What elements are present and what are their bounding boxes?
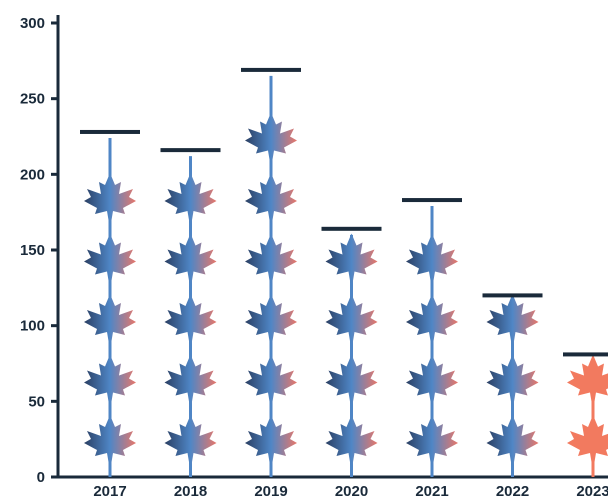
maple-leaf-icon [84,233,136,284]
bar-cap [241,67,301,72]
maple-leaf-icon [245,233,297,284]
y-tick-label: 150 [20,242,45,259]
maple-leaf-icon [164,354,217,405]
x-tick-label: 2017 [93,483,126,497]
bar-cap [563,352,608,357]
maple-leaf-icon [245,415,297,465]
bar-cap [482,293,543,298]
bar-cap [160,148,221,153]
maple-leaf-icon [84,294,136,344]
maple-leaf-icon [164,294,217,344]
maple-leaf-icon [325,415,378,465]
maple-leaf-icon [406,294,458,344]
maple-leaf-icon [486,294,539,344]
bar-2020 [321,226,382,477]
x-tick-label: 2018 [174,483,207,497]
y-tick-label: 250 [20,91,45,108]
maple-leaf-icon [245,173,297,223]
y-tick-label: 100 [20,318,45,335]
bar-cap [80,129,140,134]
x-tick-label: 2020 [335,483,368,497]
maple-leaf-icon [84,173,136,223]
x-axis: 2017 2018 2019 2020 2021 2022 2023 [58,475,608,497]
maple-leaf-icon [325,233,378,284]
maple-leaf-icon [567,415,608,465]
bar-2021 [402,198,462,477]
maple-leaf-icon [245,354,297,405]
maple-leaf-icon [406,233,458,284]
bar-cap [321,226,382,231]
maple-leaf-icon [84,415,136,465]
x-tick-label: 2019 [254,483,287,497]
bar-2018 [160,148,221,477]
bar-2023 [563,352,608,477]
bar-2017 [80,129,140,477]
maple-leaf-icon [325,354,378,405]
maple-leaf-icon [567,354,608,405]
x-tick-label: 2023 [576,483,608,497]
y-tick-label: 300 [20,15,45,32]
maple-leaf-icon [245,112,297,163]
bar-cap [402,198,462,203]
maple-leaf-icon [486,415,539,465]
bar-2019 [241,67,301,477]
maple-leaf-icon [486,354,539,405]
x-tick-label: 2021 [415,483,448,497]
maple-leaf-icon [164,233,217,284]
y-tick-label: 0 [37,469,45,486]
bar-2022 [482,293,543,477]
y-axis: 0 50 100 150 200 250 300 [20,15,60,486]
maple-leaf-icon [406,354,458,405]
maple-leaf-icon [164,173,217,223]
maple-leaf-icon [325,294,378,344]
maple-leaf-icon [245,294,297,344]
bars [80,67,608,477]
maple-leaf-icon [164,415,217,465]
y-tick-label: 50 [28,393,45,410]
maple-leaf-icon [84,354,136,405]
x-tick-label: 2022 [496,483,529,497]
maple-leaf-icon [406,415,458,465]
y-tick-label: 200 [20,166,45,183]
